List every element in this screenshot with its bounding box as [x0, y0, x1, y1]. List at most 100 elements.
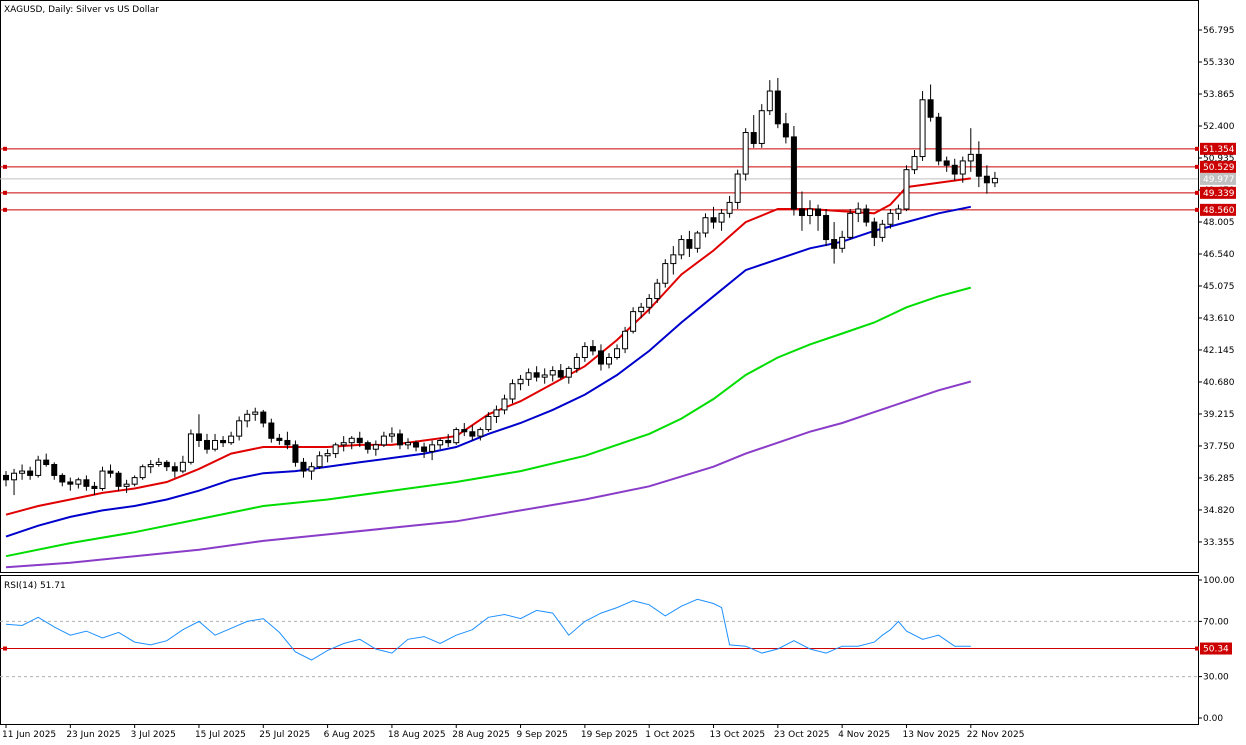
candle-body-up	[437, 439, 444, 446]
candle-body-up	[405, 442, 411, 446]
candle-body-down	[871, 221, 878, 238]
level-handle-left-3[interactable]	[3, 207, 7, 212]
level-handle-right-1[interactable]	[1195, 164, 1199, 169]
level-handle-right-2[interactable]	[1195, 190, 1199, 195]
candle	[975, 141, 982, 188]
candle-body-down	[750, 132, 757, 144]
candle	[260, 409, 267, 428]
candle-body-up	[573, 356, 580, 369]
candle	[51, 462, 58, 480]
candle-body-up	[654, 282, 661, 300]
candle	[742, 128, 749, 181]
candle-body-down	[951, 164, 958, 175]
candle-body-up	[477, 429, 484, 437]
time-tick-label: 13 Oct 2025	[710, 730, 766, 740]
candle	[372, 440, 379, 456]
candle	[292, 440, 299, 467]
candle-body-up	[380, 435, 387, 446]
candle-body-up	[429, 444, 436, 452]
candle	[726, 195, 733, 218]
candle-body-down	[943, 160, 950, 166]
candle-body-down	[67, 481, 74, 485]
level-label-box-2	[1200, 186, 1236, 199]
rsi-tick-label: 30.00	[1203, 673, 1229, 683]
candle	[943, 156, 950, 172]
candle	[123, 479, 130, 493]
level-handle-right-3[interactable]	[1195, 207, 1199, 212]
candle-body-down	[686, 239, 693, 249]
level-handle-right-0[interactable]	[1195, 146, 1199, 151]
rsi-panel-frame	[0, 575, 1199, 725]
candle	[541, 368, 548, 384]
candle	[887, 208, 894, 229]
candle-body-down	[461, 429, 468, 433]
close-price-label-box	[1200, 172, 1236, 185]
candle-body-up	[509, 383, 516, 400]
candle-body-up	[638, 306, 645, 313]
candle-body-down	[171, 466, 178, 472]
level-handle-left-1[interactable]	[3, 164, 7, 169]
price-tick-label: 50.935	[1203, 154, 1235, 164]
candle	[525, 368, 532, 386]
time-tick-label: 4 Nov 2025	[838, 730, 890, 740]
candle-body-up	[453, 429, 460, 444]
candle-body-down	[396, 433, 403, 446]
candle	[421, 442, 428, 458]
moving-average-line-2	[5, 286, 972, 558]
candle-body-up	[766, 90, 773, 112]
candle	[220, 436, 227, 448]
candle	[139, 464, 146, 480]
candle	[276, 433, 283, 445]
candle	[83, 475, 90, 491]
candle-body-down	[413, 442, 420, 448]
candle	[3, 471, 9, 487]
candle	[356, 431, 363, 448]
candle	[766, 80, 773, 116]
level-handle-left-0[interactable]	[3, 146, 7, 151]
candle-body-down	[935, 116, 942, 162]
candle	[75, 477, 82, 489]
candle-body-up	[308, 466, 315, 472]
time-tick-label: 18 Aug 2025	[388, 730, 446, 740]
candle-body-up	[212, 439, 219, 450]
candle	[815, 204, 822, 231]
candle	[807, 200, 813, 225]
rsi-level-label-box	[1200, 642, 1232, 655]
candle-body-down	[276, 437, 283, 441]
candle	[895, 204, 902, 220]
candle	[509, 379, 516, 404]
price-tick-label: 53.865	[1203, 90, 1235, 100]
candle-body-up	[75, 479, 82, 485]
candle-body-up	[155, 461, 162, 466]
candle	[187, 429, 194, 465]
rsi-level-handle-right[interactable]	[1195, 646, 1199, 651]
candle-body-up	[718, 212, 725, 223]
candle-body-up	[236, 420, 243, 437]
candle	[565, 366, 572, 384]
candle-body-up	[485, 415, 492, 431]
candle	[340, 436, 347, 452]
candle	[702, 213, 709, 238]
level-handle-left-2[interactable]	[3, 190, 7, 195]
level-label-1: 50.529	[1203, 163, 1235, 173]
candle-body-down	[300, 461, 307, 472]
rsi-chart-title: RSI(14) 51.71	[4, 581, 66, 591]
candle	[212, 433, 219, 452]
price-tick-label: 45.075	[1203, 282, 1235, 292]
candle	[823, 208, 830, 247]
candle	[983, 165, 990, 194]
candle-body-up	[244, 413, 251, 422]
candle	[35, 455, 42, 478]
candle-body-up	[630, 311, 637, 332]
close-price-label: 49.977	[1203, 175, 1235, 185]
candle	[638, 302, 645, 319]
time-tick-label: 22 Nov 2025	[967, 730, 1025, 740]
candle-body-up	[549, 370, 556, 376]
candle-body-up	[967, 153, 974, 162]
rsi-plot	[0, 598, 1199, 678]
candle-body-down	[115, 472, 122, 487]
price-tick-label: 48.005	[1203, 218, 1235, 228]
rsi-level-handle-left[interactable]	[3, 646, 7, 651]
level-label-0: 51.354	[1203, 145, 1235, 155]
candle-body-down	[27, 470, 34, 476]
